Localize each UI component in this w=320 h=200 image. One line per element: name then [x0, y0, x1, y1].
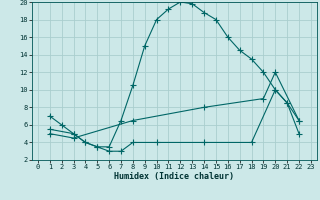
X-axis label: Humidex (Indice chaleur): Humidex (Indice chaleur)	[115, 172, 234, 181]
